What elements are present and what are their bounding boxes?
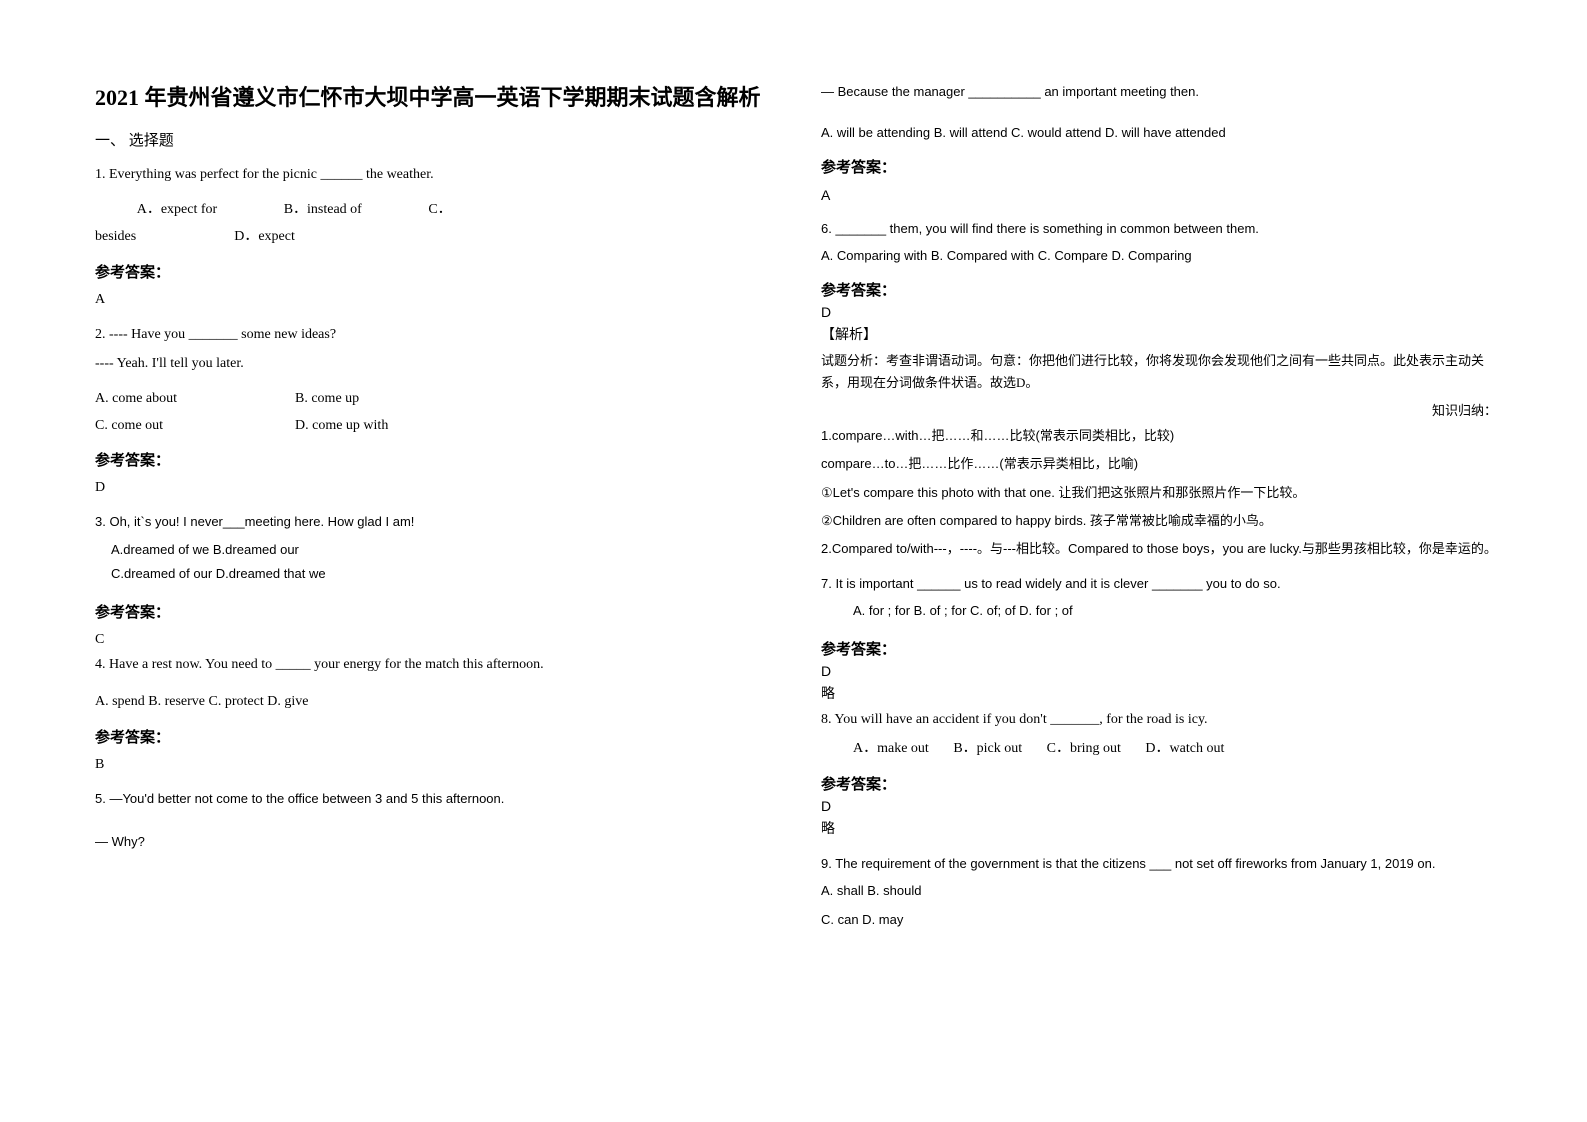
note-6-1: 1.compare…with…把……和……比较(常表示同类相比，比较) [821,425,1497,447]
answer-label-7: 参考答案： [821,638,1497,659]
question-2-text2: ---- Yeah. I'll tell you later. [95,351,771,376]
answer-2: D [95,480,771,496]
document-title: 2021 年贵州省遵义市仁怀市大坝中学高一英语下学期期末试题含解析 [95,80,771,115]
note-label: 知识归纳： [821,400,1497,419]
answer-6: D [821,304,1497,320]
question-1-text: 1. Everything was perfect for the picnic… [95,162,771,187]
question-7-options: A. for ; for B. of ; for C. of; of D. fo… [821,599,1497,624]
answer-label-1: 参考答案： [95,261,771,282]
answer-label-5: 参考答案： [821,156,1497,177]
question-6-options: A. Comparing with B. Compared with C. Co… [821,244,1497,269]
answer-1: A [95,292,771,308]
question-3-opts-cd: C.dreamed of our D.dreamed that we [95,562,771,587]
answer-8-extra: 略 [821,818,1497,838]
question-2-opts-cd: C. come out D. come up with [95,413,771,440]
analysis-6-line1: 试题分析：考查非谓语动词。句意：你把他们进行比较，你将发现你会发现他们之间有一些… [821,350,1497,394]
question-3-text: 3. Oh, it`s you! I never___meeting here.… [95,510,771,533]
question-7-text: 7. It is important ______ us to read wid… [821,572,1497,595]
analysis-label-6: 【解析】 [821,324,1497,344]
note-6-2: compare…to…把……比作……(常表示异类相比，比喻) [821,453,1497,475]
answer-4: B [95,757,771,773]
answer-3: C [95,632,771,648]
answer-5: A [821,187,1497,203]
question-5-text1: 5. —You'd better not come to the office … [95,787,771,810]
answer-8: D [821,798,1497,814]
question-2-opts-ab: A. come about B. come up [95,386,771,413]
question-4-options: A. spend B. reserve C. protect D. give [95,689,771,716]
question-5-options: A. will be attending B. will attend C. w… [821,121,1497,146]
note-6-5: 2.Compared to/with---，----。与---相比较。Compa… [821,538,1497,560]
left-column: 2021 年贵州省遵义市仁怀市大坝中学高一英语下学期期末试题含解析 一、 选择题… [95,80,771,1082]
question-1-options: A．expect for B．instead of C． [95,197,771,224]
note-6-3: ①Let's compare this photo with that one.… [821,482,1497,504]
answer-7-extra: 略 [821,683,1497,703]
question-4-text: 4. Have a rest now. You need to _____ yo… [95,652,771,677]
question-2-text: 2. ---- Have you _______ some new ideas? [95,322,771,347]
answer-label-2: 参考答案： [95,449,771,470]
question-8-options: A．make out B．pick out C．bring out D．watc… [821,736,1497,763]
question-9-opts-cd: C. can D. may [821,908,1497,933]
section-header: 一、 选择题 [95,129,771,150]
question-5-text3: — Because the manager __________ an impo… [821,80,1497,103]
answer-label-8: 参考答案： [821,773,1497,794]
opt-2d: D. come up with [295,413,388,440]
question-9-text: 9. The requirement of the government is … [821,852,1497,875]
opt-2c: C. come out [95,413,295,440]
answer-label-3: 参考答案： [95,601,771,622]
opt-2a: A. come about [95,386,295,413]
question-8-text: 8. You will have an accident if you don'… [821,707,1497,732]
answer-label-6: 参考答案： [821,279,1497,300]
question-5-text2: — Why? [95,830,771,853]
question-1-options-line2: besides D．expect [95,224,771,251]
opt-2b: B. come up [295,386,359,413]
question-3-opts-ab: A.dreamed of we B.dreamed our [95,538,771,563]
note-6-4: ②Children are often compared to happy bi… [821,510,1497,532]
answer-7: D [821,663,1497,679]
question-9-opts-ab: A. shall B. should [821,879,1497,904]
question-6-text: 6. _______ them, you will find there is … [821,217,1497,240]
answer-label-4: 参考答案： [95,726,771,747]
right-column: — Because the manager __________ an impo… [821,80,1497,1082]
